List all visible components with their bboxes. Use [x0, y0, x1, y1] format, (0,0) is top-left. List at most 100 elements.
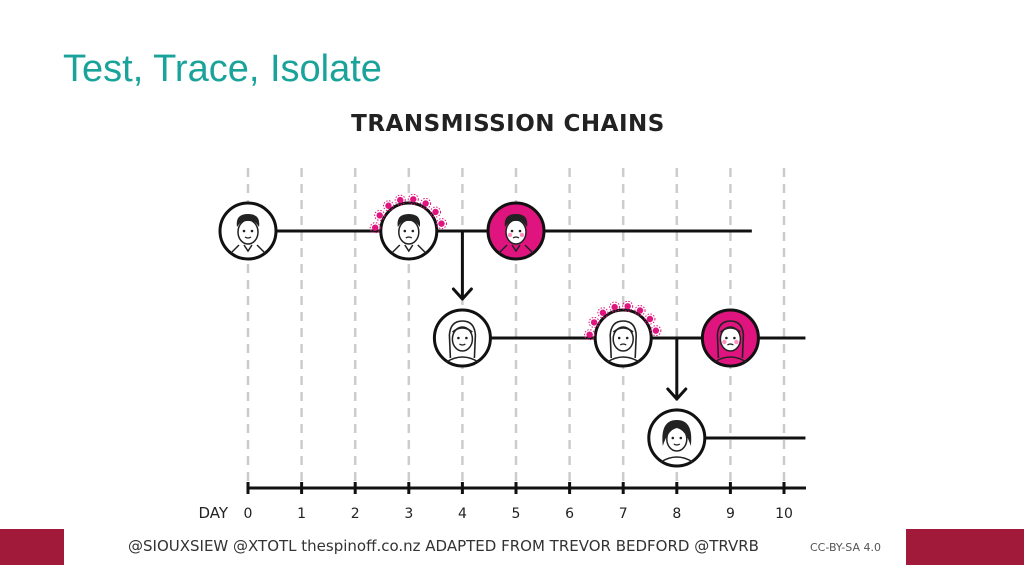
day-tick-label: 5 [512, 506, 521, 522]
hair [662, 420, 692, 446]
eye [510, 229, 514, 233]
footer-license: CC-BY-SA 4.0 [810, 541, 881, 554]
virus-spikes [394, 194, 406, 206]
eye [242, 229, 246, 233]
person-woman-long-hair-symptomatic [700, 308, 760, 368]
virus-particle [376, 212, 383, 219]
virus-spikes [374, 209, 386, 221]
day-tick-label: 2 [351, 506, 360, 522]
hair [448, 320, 477, 359]
virus-spikes [407, 193, 419, 205]
shoulders [714, 356, 747, 363]
virus-spikes [430, 206, 442, 218]
footer-panel [64, 529, 906, 565]
virus-spikes [609, 301, 621, 313]
person-woman-long-hair-infectious [584, 300, 662, 368]
virus-spikes [588, 316, 600, 328]
virus-particle [422, 200, 429, 207]
shoulders [606, 356, 640, 363]
head [451, 326, 474, 352]
virus-spikes [644, 313, 656, 325]
shoulders [660, 456, 694, 463]
head [237, 219, 259, 245]
day-tick-label: 7 [619, 506, 628, 522]
virus-spikes [584, 329, 596, 341]
cheek [734, 339, 739, 345]
day-tick-label: 10 [775, 506, 793, 522]
cheek [722, 339, 727, 345]
virus-particle [372, 224, 379, 231]
day-tick-label: 4 [458, 506, 467, 522]
collar [391, 244, 427, 254]
footer-strip [0, 565, 1024, 576]
virus-particle [410, 196, 417, 203]
slide-title: Test, Trace, Isolate [63, 48, 382, 90]
day-tick-label: 0 [244, 506, 253, 522]
person-man-short-hair-healthy [218, 201, 278, 261]
cheek [507, 232, 513, 238]
eye [679, 436, 683, 440]
eye [671, 436, 675, 440]
virus-particle [586, 331, 593, 338]
virus-particle [624, 303, 631, 310]
eye [457, 336, 460, 340]
eye [411, 229, 415, 233]
virus-particle [636, 307, 644, 314]
footer-credit: @SIOUXSIEW @XTOTL thespinoff.co.nz ADAPT… [128, 537, 759, 555]
virus-particle [652, 327, 660, 334]
day-tick-label: 8 [672, 506, 681, 522]
cheek [519, 232, 525, 238]
eye [403, 229, 407, 233]
collar [230, 244, 266, 254]
virus-spikes [597, 307, 609, 319]
shoulders [446, 356, 479, 363]
eye [617, 336, 621, 340]
arrow-head [666, 387, 688, 401]
hair [609, 320, 638, 359]
arrow-head [451, 287, 473, 301]
head [505, 219, 527, 245]
mouth [512, 236, 520, 239]
virus-spikes [650, 325, 662, 337]
eye [250, 229, 254, 233]
virus-spikes [435, 218, 447, 230]
mouth [727, 343, 734, 346]
virus-spikes [622, 300, 634, 312]
mouth [405, 236, 413, 239]
fringe [719, 327, 741, 333]
eye [465, 336, 468, 340]
virus-particle [599, 309, 607, 316]
day-tick-label: 3 [404, 506, 413, 522]
mouth [244, 236, 252, 239]
day-tick-label: 9 [726, 506, 735, 522]
fringe [612, 327, 634, 333]
eye [625, 336, 629, 340]
virus-spikes [382, 200, 394, 212]
hair [504, 214, 528, 227]
virus-particle [611, 303, 618, 311]
head [719, 326, 742, 352]
hair [716, 320, 745, 359]
eye [733, 336, 736, 340]
person-woman-bob-hair-healthy [647, 408, 707, 468]
virus-particle [432, 208, 439, 216]
head [612, 326, 634, 352]
virus-particle [397, 196, 404, 204]
head [398, 219, 420, 245]
person-man-short-hair-infectious [369, 193, 447, 261]
day-tick-label: 6 [565, 506, 574, 522]
virus-particle [438, 220, 445, 227]
virus-particle [590, 319, 598, 326]
eye [518, 229, 522, 233]
mouth [459, 343, 466, 346]
mouth [619, 343, 627, 346]
person-man-short-hair-symptomatic [486, 201, 546, 261]
diagram-heading: TRANSMISSION CHAINS [351, 111, 665, 137]
virus-particle [385, 202, 392, 209]
collar [498, 244, 534, 254]
hair [236, 214, 260, 227]
person-woman-long-hair-healthy [432, 308, 492, 368]
virus-particle [646, 315, 654, 323]
virus-spikes [420, 197, 432, 209]
